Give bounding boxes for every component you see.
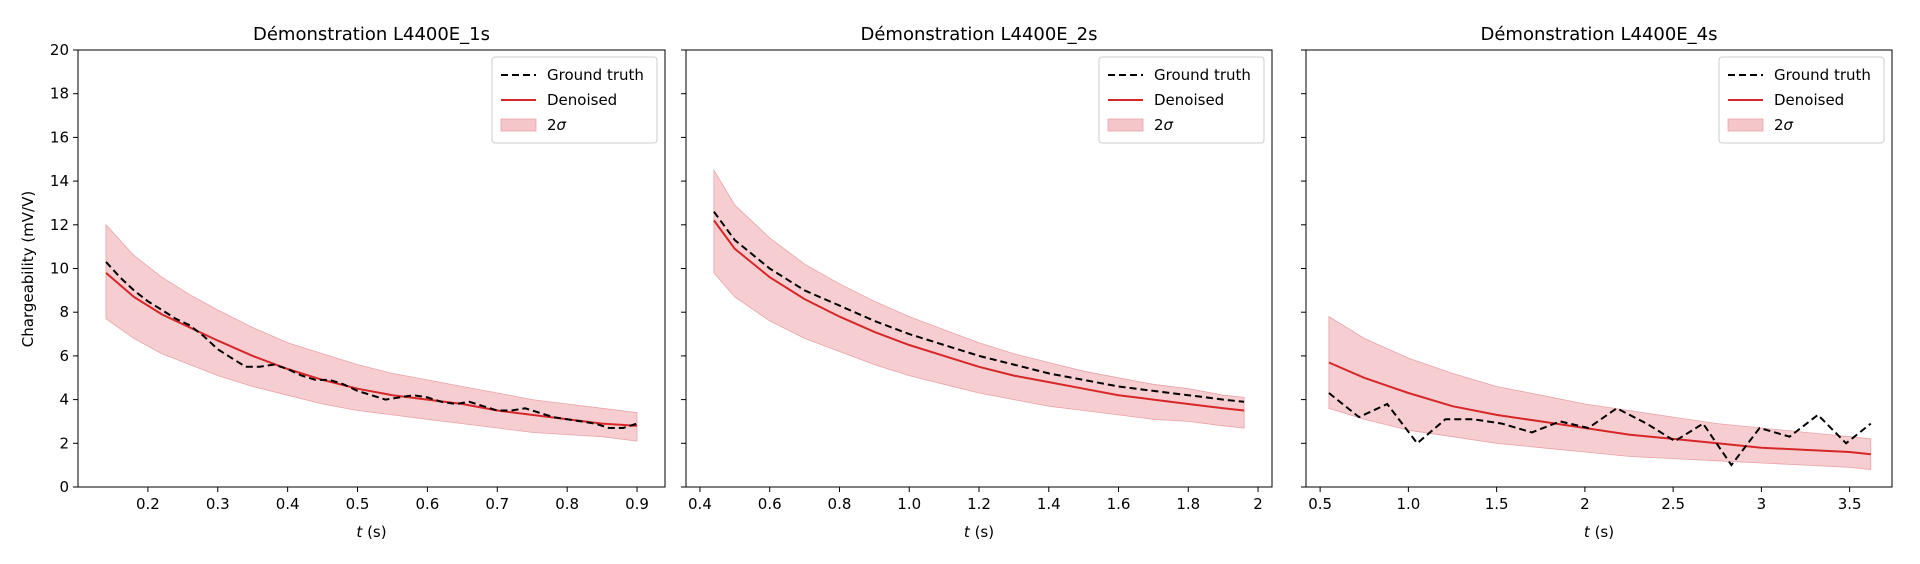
x-tick-label: 1.4 xyxy=(1037,495,1061,513)
y-tick-label: 16 xyxy=(50,128,69,146)
x-axis-label-var: t xyxy=(356,523,363,541)
ground-truth-line xyxy=(105,261,638,429)
chart-panel-2: 0.4 0.6 0.8 1.0 1.2 1.4 1.6 1.8 2 Démonstration L… xyxy=(681,24,1273,541)
legend-band-label: 2σ xyxy=(1774,116,1794,134)
legend-band-symbol: σ xyxy=(1164,116,1174,134)
legend: Ground truth Denoised 2σ xyxy=(1718,56,1885,144)
x-tick-label: 1.6 xyxy=(1107,495,1131,513)
x-tick-label: 0.4 xyxy=(688,495,712,513)
x-tick-label: 0.6 xyxy=(758,495,782,513)
x-tick-label: 2.5 xyxy=(1661,495,1685,513)
denoised-line xyxy=(1328,361,1871,456)
x-tick-label: 1.0 xyxy=(1396,495,1420,513)
legend-band-prefix: 2 xyxy=(547,116,557,134)
ground-truth-line xyxy=(1328,392,1872,467)
legend-band-swatch xyxy=(1107,118,1144,132)
x-axis-label-var: t xyxy=(964,523,971,541)
x-tick-label: 2 xyxy=(1253,495,1263,513)
y-tick-label: 18 xyxy=(50,85,69,103)
uncertainty-band xyxy=(1328,315,1872,470)
uncertainty-band xyxy=(713,168,1245,429)
x-tick-label: 1.5 xyxy=(1485,495,1509,513)
legend-band-prefix: 2 xyxy=(1154,116,1164,134)
x-tick-label: 0.3 xyxy=(206,495,230,513)
legend-denoised-label: Denoised xyxy=(547,91,617,109)
legend: Ground truth Denoised 2σ xyxy=(1098,56,1265,144)
denoised-line xyxy=(713,219,1245,412)
x-tick-label: 0.5 xyxy=(1308,495,1332,513)
x-axis-label: t (s) xyxy=(1584,523,1614,541)
legend-band-symbol: σ xyxy=(1784,116,1794,134)
x-tick-label: 0.9 xyxy=(625,495,649,513)
x-tick-label: 0.7 xyxy=(485,495,509,513)
y-axis-label: Chargeability (mV/V) xyxy=(19,191,37,347)
x-axis-label-unit: (s) xyxy=(362,523,386,541)
y-tick-label: 0 xyxy=(59,478,69,496)
x-tick-label: 1.8 xyxy=(1176,495,1200,513)
legend: Ground truth Denoised 2σ xyxy=(491,56,658,144)
y-tick-label: 6 xyxy=(59,347,69,365)
x-axis-label-var: t xyxy=(1584,523,1591,541)
y-tick-label: 8 xyxy=(59,303,69,321)
y-tick-label: 2 xyxy=(59,434,69,452)
x-tick-label: 0.4 xyxy=(276,495,300,513)
chart-panel-3: 0.5 1.0 1.5 2 2.5 3 3.5 Démonstration L4400E_4s… xyxy=(1301,24,1893,541)
uncertainty-band xyxy=(105,223,638,442)
legend-band-swatch xyxy=(1727,118,1764,132)
x-tick-label: 0.2 xyxy=(136,495,160,513)
x-axis-label-unit: (s) xyxy=(1590,523,1614,541)
x-tick-label: 0.5 xyxy=(346,495,370,513)
panels: 0.2 0.3 0.4 0.5 0.6 0.7 0.8 0.9 0 2 4 6 8 10 12 14 16 18 2… xyxy=(50,24,1893,541)
x-axis-label: t (s) xyxy=(356,523,386,541)
legend-band-symbol: σ xyxy=(557,116,567,134)
legend-band-swatch xyxy=(500,118,537,132)
ground-truth-line xyxy=(713,211,1245,403)
x-tick-label: 1.2 xyxy=(967,495,991,513)
legend-truth-label: Ground truth xyxy=(1154,66,1251,84)
legend-truth-label: Ground truth xyxy=(547,66,644,84)
y-tick-label: 20 xyxy=(50,41,69,59)
panel-title: Démonstration L4400E_2s xyxy=(861,24,1098,45)
legend-denoised-label: Denoised xyxy=(1774,91,1844,109)
legend-truth-label: Ground truth xyxy=(1774,66,1871,84)
x-tick-label: 3.5 xyxy=(1838,495,1862,513)
x-tick-label: 0.8 xyxy=(555,495,579,513)
y-tick-label: 14 xyxy=(50,172,69,190)
panel-title: Démonstration L4400E_1s xyxy=(253,24,490,45)
legend-band-prefix: 2 xyxy=(1774,116,1784,134)
y-tick-label: 4 xyxy=(59,391,69,409)
legend-denoised-label: Denoised xyxy=(1154,91,1224,109)
x-axis-label-unit: (s) xyxy=(970,523,994,541)
x-tick-label: 0.8 xyxy=(828,495,852,513)
y-tick-label: 10 xyxy=(50,260,69,278)
x-tick-label: 2 xyxy=(1580,495,1590,513)
chart-panel-1: 0.2 0.3 0.4 0.5 0.6 0.7 0.8 0.9 0 2 4 6 8 10 12 14 16 18 2… xyxy=(50,24,666,541)
legend-band-label: 2σ xyxy=(547,116,567,134)
x-tick-label: 3 xyxy=(1757,495,1767,513)
x-tick-label: 1.0 xyxy=(897,495,921,513)
x-axis-label: t (s) xyxy=(964,523,994,541)
legend-band-label: 2σ xyxy=(1154,116,1174,134)
panel-title: Démonstration L4400E_4s xyxy=(1481,24,1718,45)
denoised-line xyxy=(105,272,638,427)
y-tick-label: 12 xyxy=(50,216,69,234)
x-tick-label: 0.6 xyxy=(415,495,439,513)
